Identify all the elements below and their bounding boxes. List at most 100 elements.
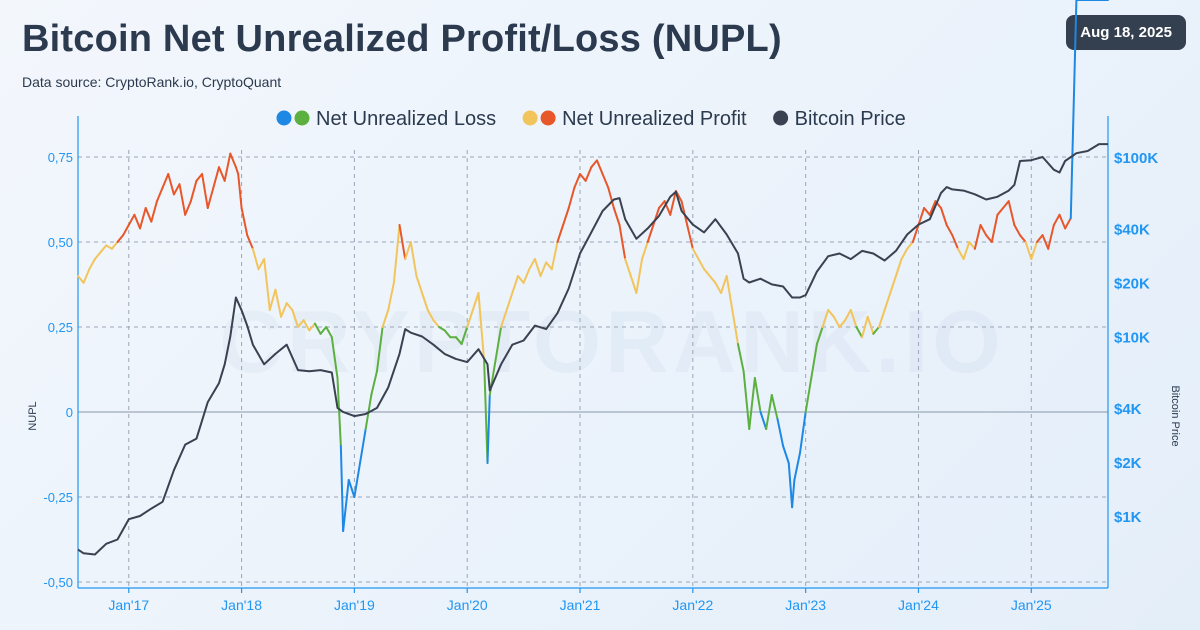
nupl-segment [438, 326, 446, 332]
nupl-segment [579, 173, 587, 182]
nupl-segment [782, 445, 790, 464]
nupl-segment [263, 258, 271, 311]
nupl-segment [940, 207, 948, 226]
nupl-segment [1024, 241, 1033, 260]
nupl-segment [657, 200, 666, 209]
nupl-segment [601, 173, 610, 189]
y2-tick-label: $10K [1114, 330, 1150, 347]
nupl-segment [522, 268, 531, 284]
nupl-segment [426, 309, 435, 322]
nupl-segment [167, 173, 175, 196]
x-tick-label: Jan'20 [447, 597, 488, 613]
nupl-segment [466, 309, 474, 328]
nupl-segment [471, 292, 480, 311]
nupl-segment [1013, 224, 1022, 237]
nupl-segment [714, 281, 723, 294]
chart-title: Bitcoin Net Unrealized Profit/Loss (NUPL… [22, 18, 782, 60]
nupl-segment [590, 159, 598, 169]
nupl-segment [486, 394, 491, 464]
nupl-segment [951, 234, 959, 250]
nupl-segment [646, 224, 655, 243]
nupl-segment [454, 336, 463, 345]
x-tick-label: Jan'18 [221, 597, 262, 613]
y2-tick-label: $2K [1114, 455, 1142, 472]
nupl-segment [285, 302, 294, 311]
nupl-segment [567, 186, 576, 209]
nupl-segment [342, 479, 350, 532]
nupl-segment [849, 309, 858, 328]
nupl-segment [195, 173, 204, 182]
legend-item: Bitcoin Price [773, 108, 906, 130]
nupl-segment [742, 370, 751, 430]
nupl-segment [759, 411, 768, 430]
nupl-segment [968, 241, 976, 250]
nupl-segment [720, 275, 728, 294]
nupl-segment [562, 207, 570, 226]
nupl-segment [985, 234, 993, 243]
nupl-segment [218, 166, 226, 182]
legend-item: Net Unrealized Loss [276, 108, 496, 130]
y2-tick-label: $4K [1114, 401, 1142, 418]
nupl-segment [731, 309, 739, 345]
nupl-segment [319, 326, 328, 335]
nupl-segment [973, 224, 982, 250]
nupl-segment [375, 326, 384, 373]
nupl-segment [996, 207, 1005, 216]
nupl-segment [821, 309, 830, 328]
nupl-segment [584, 166, 593, 182]
nupl-segment [686, 224, 694, 250]
nupl-segment [330, 336, 339, 379]
nupl-segment [883, 292, 892, 311]
nupl-segment [923, 207, 931, 216]
bitcoin-price-line [77, 143, 1108, 556]
nupl-segment [810, 343, 818, 379]
axes: 0,75 0,50 0,25 0 -0,25 -0,50 Jan'17 Jan'18 Jan'1… [43, 116, 1158, 613]
x-tick-label: Jan'21 [560, 597, 601, 613]
nupl-segment [595, 159, 604, 175]
nupl-segment [387, 281, 395, 311]
nupl-segment [1058, 213, 1067, 230]
nupl-segment [133, 213, 142, 230]
nupl-segment [223, 152, 232, 182]
nupl-segment [629, 275, 638, 294]
nupl-segment [139, 207, 147, 230]
nupl-segment [736, 343, 745, 373]
nupl-segment [635, 258, 644, 294]
nupl-segment [291, 309, 299, 328]
nupl-segment [539, 261, 548, 277]
nupl-segment [240, 207, 249, 237]
nupl-segment [339, 445, 345, 532]
nupl-segment [641, 241, 649, 260]
data-source: Data source: CryptoRank.io, CryptoQuant [22, 74, 282, 90]
nupl-segment [697, 258, 706, 271]
y-tick-label: 0,50 [48, 235, 73, 250]
nupl-segment [212, 166, 221, 189]
nupl-segment [296, 319, 305, 328]
nupl-segment [116, 234, 125, 243]
nupl-segment [313, 322, 322, 335]
nupl-segment [1047, 224, 1055, 250]
nupl-segment [370, 370, 378, 396]
nupl-segment [962, 241, 971, 260]
y-tick-label: 0,75 [48, 150, 73, 165]
nupl-segment [799, 411, 807, 454]
nupl-segment [421, 292, 429, 311]
nupl-segment [415, 275, 424, 294]
y2-axis-title: Bitcoin Price [1169, 385, 1181, 446]
nupl-segment [725, 275, 734, 311]
nupl-segment [791, 479, 796, 509]
date-badge: Aug 18, 2025 [1066, 15, 1186, 50]
y2-tick-label: $40K [1114, 221, 1150, 238]
nupl-segment [804, 377, 813, 413]
x-tick-label: Jan'25 [1011, 597, 1052, 613]
x-tick-label: Jan'24 [898, 597, 939, 613]
nupl-segment [99, 244, 108, 254]
nupl-segment [1052, 213, 1061, 226]
nupl-segment [268, 288, 277, 311]
nupl-segment [827, 309, 835, 318]
nupl-segment [1069, 0, 1078, 220]
nupl-segment [877, 309, 886, 328]
legend-swatch [773, 110, 789, 126]
nupl-segment [392, 224, 401, 284]
